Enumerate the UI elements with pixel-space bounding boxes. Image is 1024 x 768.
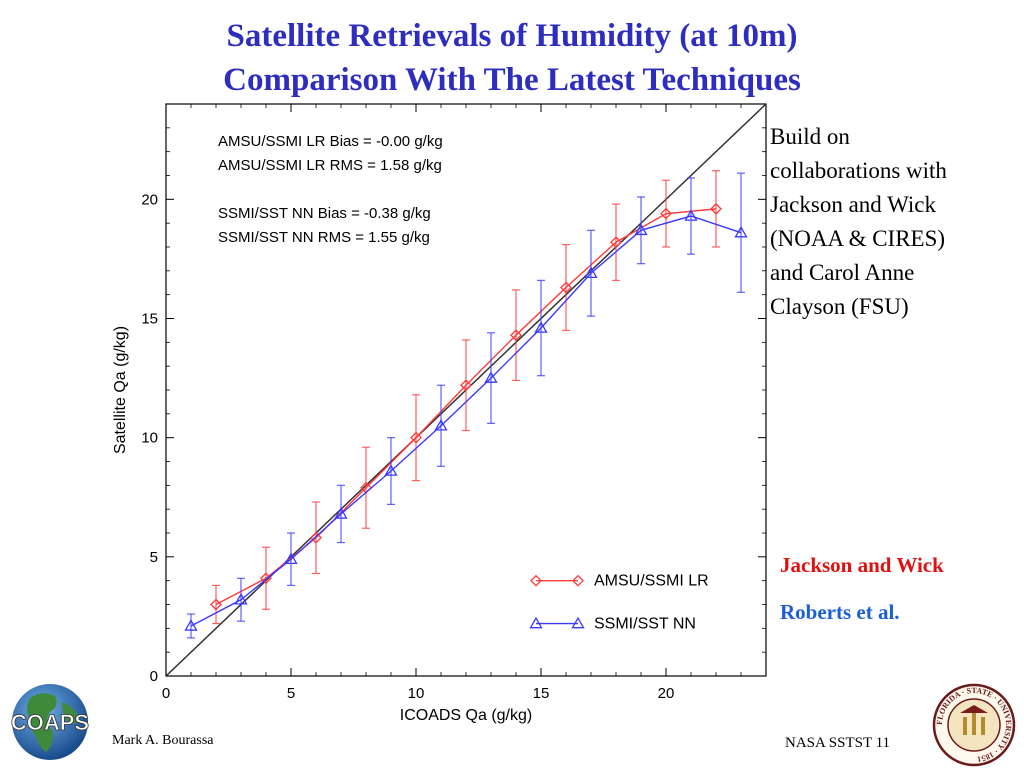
- side-note-line: Jackson and Wick: [770, 192, 936, 217]
- ssmi-sst-nn-point: [334, 507, 348, 519]
- side-note-line: (NOAA & CIRES): [770, 226, 946, 251]
- legend-label-ssmi-sst-nn: SSMI/SST NN: [594, 616, 696, 633]
- ssmi-sst-nn-point: [384, 464, 398, 476]
- y-tick-label: 15: [141, 311, 158, 328]
- stats-annotation: AMSU/SSMI LR RMS = 1.58 g/kg: [218, 157, 442, 174]
- ssmi-sst-nn-point: [284, 552, 298, 564]
- coaps-globe-logo: COAPS: [10, 684, 90, 760]
- y-tick-label: 0: [150, 668, 158, 685]
- x-tick-label: 0: [162, 685, 170, 702]
- ssmi-sst-nn-point: [234, 592, 248, 605]
- humidity-scatter-chart: 0 5 10 15 20 0 5 10 15 20 ICOADS Qa (g/kg) Satellit…: [112, 103, 767, 724]
- amsu-ssmi-lr-point: [660, 207, 672, 220]
- amsu-ssmi-lr-point: [610, 236, 622, 249]
- legend-marker-amsu-ssmi-lr: [530, 574, 542, 587]
- legend-marker-amsu-ssmi-lr: [572, 574, 584, 587]
- x-tick-label: 5: [287, 685, 295, 702]
- coaps-logo-text: COAPS: [11, 710, 89, 735]
- credit-roberts: Roberts et al.: [780, 600, 900, 624]
- stats-annotation: SSMI/SST NN RMS = 1.55 g/kg: [218, 229, 430, 246]
- side-note-line: collaborations with: [770, 158, 947, 183]
- ssmi-sst-nn-point: [434, 418, 448, 431]
- amsu-ssmi-lr-point: [210, 598, 222, 611]
- amsu-ssmi-lr-point: [310, 531, 322, 544]
- side-note-line: Clayson (FSU): [770, 294, 909, 319]
- side-note-line: Build on: [770, 124, 850, 149]
- conference-page-number: NASA SSTST 11: [785, 735, 891, 751]
- amsu-ssmi-lr-point: [460, 379, 472, 392]
- amsu-ssmi-lr-point: [710, 202, 722, 215]
- y-axis-label: Satellite Qa (g/kg): [112, 326, 129, 454]
- x-tick-label: 10: [408, 685, 425, 702]
- y-tick-label: 5: [150, 549, 158, 566]
- legend-marker-ssmi-sst-nn: [529, 616, 543, 629]
- legend-marker-ssmi-sst-nn: [571, 616, 585, 629]
- stats-annotation: SSMI/SST NN Bias = -0.38 g/kg: [218, 205, 431, 222]
- x-tick-label: 15: [533, 685, 550, 702]
- fsu-seal-logo: FLORIDA · STATE · UNIVERSITY · 1851: [932, 683, 1016, 767]
- author-name: Mark A. Bourassa: [112, 733, 214, 748]
- ssmi-sst-nn-point: [534, 321, 548, 333]
- amsu-ssmi-lr-point: [410, 431, 422, 444]
- side-note-line: and Carol Anne: [770, 260, 915, 285]
- credit-jackson-wick: Jackson and Wick: [780, 553, 944, 577]
- ssmi-sst-nn-point: [584, 266, 598, 278]
- y-tick-label: 10: [141, 430, 158, 447]
- side-note: Build on collaborations with Jackson and…: [770, 120, 1010, 324]
- ssmi-sst-nn-point: [684, 209, 698, 221]
- ssmi-sst-nn-point: [484, 371, 498, 383]
- amsu-ssmi-lr-point: [510, 329, 522, 342]
- stats-annotation: AMSU/SSMI LR Bias = -0.00 g/kg: [218, 133, 443, 150]
- ssmi-sst-nn-point: [184, 619, 198, 631]
- x-axis-label: ICOADS Qa (g/kg): [400, 707, 532, 724]
- ssmi-sst-nn-point: [734, 225, 748, 238]
- y-tick-label: 20: [141, 191, 158, 208]
- slide-title-line1: Satellite Retrievals of Humidity (at 10m…: [226, 18, 798, 54]
- ssmi-sst-nn-line: [190, 215, 742, 627]
- ssmi-sst-nn-point: [634, 223, 648, 236]
- legend-label-amsu-ssmi-lr: AMSU/SSMI LR: [594, 573, 709, 590]
- slide-title-line2: Comparison With The Latest Techniques: [223, 62, 801, 98]
- x-tick-label: 20: [658, 685, 675, 702]
- amsu-ssmi-lr-point: [560, 281, 572, 294]
